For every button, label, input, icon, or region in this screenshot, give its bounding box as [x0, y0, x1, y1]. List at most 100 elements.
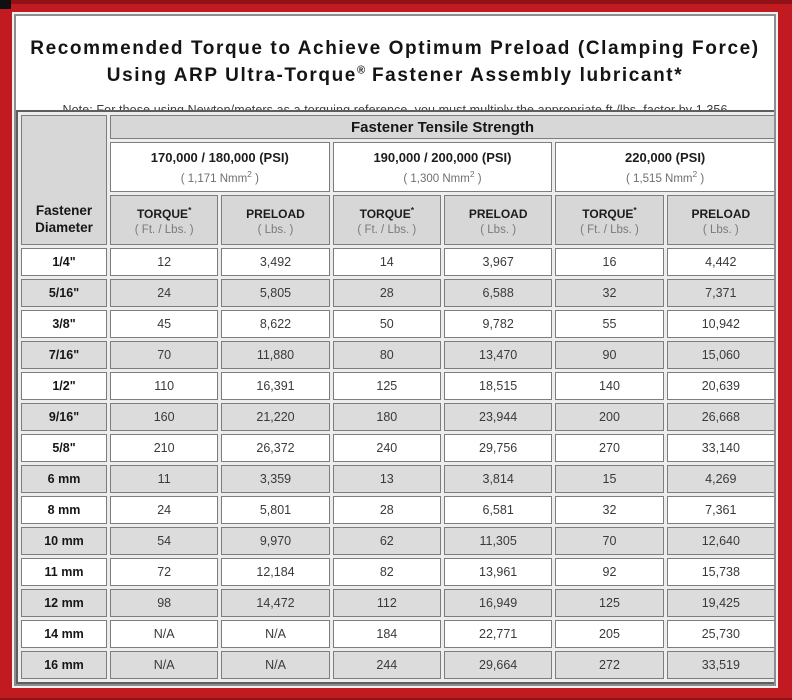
value-cell: 16: [555, 248, 664, 276]
value-cell: 21,220: [221, 403, 330, 431]
value-cell: N/A: [221, 651, 330, 679]
value-cell: 70: [110, 341, 219, 369]
torque-table-wrap: Fastener Diameter Fastener Tensile Stren…: [16, 110, 774, 684]
value-cell: 3,814: [443, 465, 553, 493]
tensile-strength-header: Fastener Tensile Strength: [110, 115, 774, 139]
diameter-cell: 12 mm: [21, 589, 107, 617]
value-cell: 125: [332, 372, 441, 400]
psi-group-header: 190,000 / 200,000 (PSI) ( 1,300 Nmm2 ): [332, 142, 553, 192]
value-cell: 4,269: [666, 465, 774, 493]
value-cell: 3,492: [221, 248, 330, 276]
value-cell: 205: [555, 620, 664, 648]
psi-group-header: 170,000 / 180,000 (PSI) ( 1,171 Nmm2 ): [110, 142, 330, 192]
value-cell: 13,961: [443, 558, 553, 586]
corner-header: Fastener Diameter: [21, 115, 107, 245]
value-cell: 12: [110, 248, 219, 276]
torque-col-header: TORQUE* ( Ft. / Lbs. ): [332, 195, 441, 245]
value-cell: 13: [332, 465, 441, 493]
value-cell: 62: [332, 527, 441, 555]
preload-col-header: PRELOAD ( Lbs. ): [666, 195, 774, 245]
page-title-line2: Using ARP Ultra-Torque® Fastener Assembl…: [106, 64, 684, 86]
value-cell: 160: [110, 403, 219, 431]
value-cell: 82: [332, 558, 441, 586]
diameter-cell: 3/8": [21, 310, 107, 338]
value-cell: 50: [332, 310, 441, 338]
value-cell: 9,782: [443, 310, 553, 338]
torque-table: Fastener Diameter Fastener Tensile Stren…: [16, 110, 774, 684]
value-cell: 210: [110, 434, 219, 462]
value-cell: 33,140: [666, 434, 774, 462]
value-cell: 12,184: [221, 558, 330, 586]
value-cell: 180: [332, 403, 441, 431]
diameter-cell: 9/16": [21, 403, 107, 431]
value-cell: 12,640: [666, 527, 774, 555]
value-cell: 15,738: [666, 558, 774, 586]
value-cell: 90: [555, 341, 664, 369]
value-cell: 140: [555, 372, 664, 400]
table-row: 8 mm 24 5,801 28 6,581 32 7,361: [21, 496, 774, 524]
value-cell: 22,771: [443, 620, 553, 648]
diameter-cell: 8 mm: [21, 496, 107, 524]
table-row: 5/16" 24 5,805 28 6,588 32 7,371: [21, 279, 774, 307]
value-cell: 23,944: [443, 403, 553, 431]
table-row: 11 mm 72 12,184 82 13,961 92 15,738: [21, 558, 774, 586]
value-cell: 244: [332, 651, 441, 679]
torque-table-body: 1/4" 12 3,492 14 3,967 16 4,442 5/16" 24 5,805 28 6…: [21, 248, 774, 679]
value-cell: 80: [332, 341, 441, 369]
value-cell: 26,372: [221, 434, 330, 462]
value-cell: 270: [555, 434, 664, 462]
value-cell: 3,967: [443, 248, 553, 276]
frame-top-edge: [0, 0, 792, 4]
value-cell: 272: [555, 651, 664, 679]
value-cell: 15,060: [666, 341, 774, 369]
value-cell: N/A: [110, 651, 219, 679]
diameter-cell: 16 mm: [21, 651, 107, 679]
value-cell: 25,730: [666, 620, 774, 648]
value-cell: 33,519: [666, 651, 774, 679]
value-cell: 6,581: [443, 496, 553, 524]
table-row: 7/16" 70 11,880 80 13,470 90 15,060: [21, 341, 774, 369]
preload-col-header: PRELOAD ( Lbs. ): [443, 195, 553, 245]
value-cell: 16,949: [443, 589, 553, 617]
registered-mark: ®: [356, 64, 366, 77]
diameter-cell: 11 mm: [21, 558, 107, 586]
value-cell: 7,371: [666, 279, 774, 307]
value-cell: 18,515: [443, 372, 553, 400]
value-cell: 70: [555, 527, 664, 555]
value-cell: 240: [332, 434, 441, 462]
frame-bottom-edge: [0, 698, 792, 700]
preload-col-header: PRELOAD ( Lbs. ): [221, 195, 330, 245]
value-cell: 15: [555, 465, 664, 493]
value-cell: 32: [555, 496, 664, 524]
value-cell: 5,805: [221, 279, 330, 307]
value-cell: 184: [332, 620, 441, 648]
value-cell: 45: [110, 310, 219, 338]
value-cell: 9,970: [221, 527, 330, 555]
value-cell: 7,361: [666, 496, 774, 524]
table-row: 1/2" 110 16,391 125 18,515 140 20,639: [21, 372, 774, 400]
corner-notch: [0, 0, 11, 9]
value-cell: 24: [110, 496, 219, 524]
value-cell: 26,668: [666, 403, 774, 431]
value-cell: 110: [110, 372, 219, 400]
psi-group-header: 220,000 (PSI) ( 1,515 Nmm2 ): [555, 142, 774, 192]
value-cell: 5,801: [221, 496, 330, 524]
value-cell: 19,425: [666, 589, 774, 617]
value-cell: 20,639: [666, 372, 774, 400]
torque-col-header: TORQUE* ( Ft. / Lbs. ): [110, 195, 219, 245]
content-panel: Recommended Torque to Achieve Optimum Pr…: [14, 14, 776, 686]
value-cell: 24: [110, 279, 219, 307]
table-row: 14 mm N/A N/A 184 22,771 205 25,730: [21, 620, 774, 648]
value-cell: 14,472: [221, 589, 330, 617]
value-cell: 11,880: [221, 341, 330, 369]
value-cell: 112: [332, 589, 441, 617]
value-cell: 28: [332, 279, 441, 307]
value-cell: 10,942: [666, 310, 774, 338]
value-cell: 54: [110, 527, 219, 555]
diameter-cell: 14 mm: [21, 620, 107, 648]
title-block: Recommended Torque to Achieve Optimum Pr…: [16, 16, 774, 117]
table-row: 1/4" 12 3,492 14 3,967 16 4,442: [21, 248, 774, 276]
value-cell: 125: [555, 589, 664, 617]
table-row: 9/16" 160 21,220 180 23,944 200 26,668: [21, 403, 774, 431]
torque-col-header: TORQUE* ( Ft. / Lbs. ): [555, 195, 664, 245]
